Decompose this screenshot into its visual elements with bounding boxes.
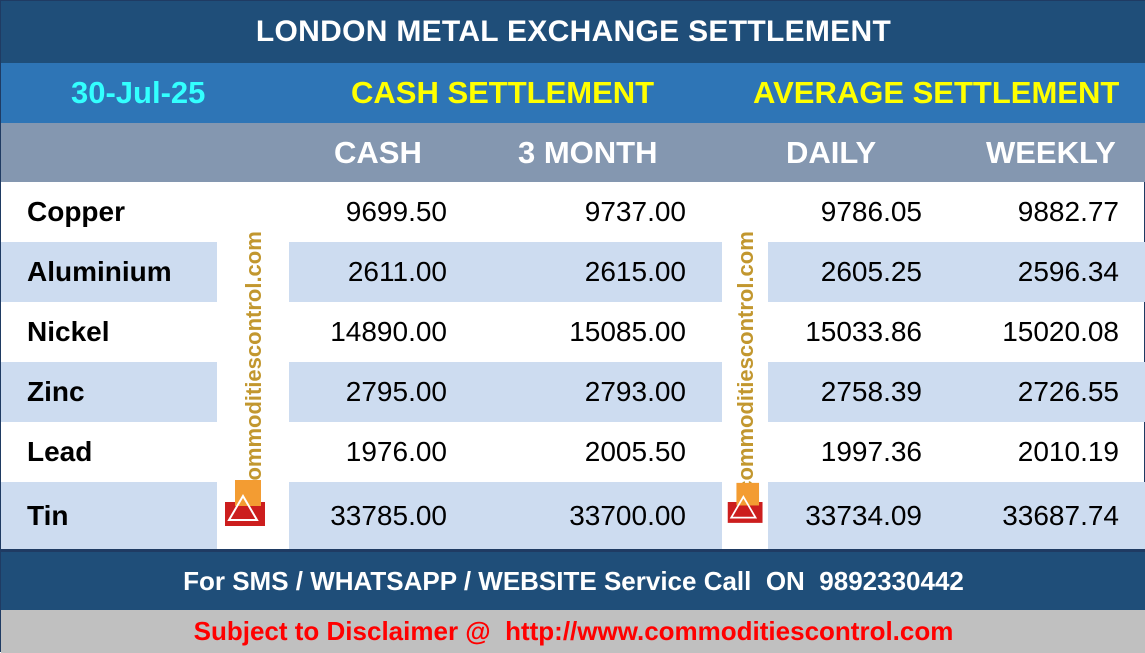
- daily-value: 15033.86: [805, 316, 922, 347]
- page-title-text: LONDON METAL EXCHANGE SETTLEMENT: [255, 15, 892, 48]
- row-shade: [289, 482, 722, 550]
- cash-settlement-heading: CASH SETTLEMENT: [351, 75, 655, 110]
- row-shade: [1, 362, 217, 422]
- column-header-3-month: 3 MONTH: [518, 135, 658, 170]
- weekly-value: 9882.77: [1017, 196, 1119, 227]
- table-row-aluminium: Aluminium 2611.00 2615.00 2605.25 2596.3…: [1, 242, 1145, 302]
- daily-value: 1997.36: [820, 436, 922, 467]
- weekly-value: 2726.55: [1017, 376, 1119, 407]
- row-shade: [1, 242, 217, 302]
- cash-value: 2795.00: [345, 376, 447, 407]
- metal-name: Tin: [27, 500, 69, 531]
- service-banner: For SMS / WHATSAPP / WEBSITE Service Cal…: [1, 552, 1145, 610]
- column-header-daily: DAILY: [786, 135, 877, 170]
- service-text: For SMS / WHATSAPP / WEBSITE Service Cal…: [183, 565, 964, 596]
- table-divider: [1, 549, 1145, 552]
- watermark-text: commoditiescontrol.com: [241, 231, 266, 493]
- row-shade: [289, 362, 722, 422]
- three-month-value: 9737.00: [584, 196, 686, 227]
- commodities-logo-icon: [727, 482, 763, 523]
- metal-name: Lead: [27, 436, 93, 467]
- cash-value: 33785.00: [330, 500, 447, 531]
- three-month-value: 2005.50: [584, 436, 686, 467]
- weekly-value: 2010.19: [1017, 436, 1119, 467]
- weekly-value: 33687.74: [1002, 500, 1119, 531]
- row-shade: [768, 242, 1145, 302]
- disclaimer-link[interactable]: Subject to Disclaimer @ http://www.commo…: [193, 616, 954, 646]
- metal-name: Nickel: [27, 316, 110, 347]
- row-shade: [289, 242, 722, 302]
- column-header-weekly: WEEKLY: [986, 135, 1116, 170]
- metal-name: Copper: [27, 196, 125, 227]
- metal-name: Aluminium: [27, 256, 172, 287]
- table-row-zinc: Zinc 2795.00 2793.00 2758.39 2726.55: [1, 362, 1145, 422]
- daily-value: 9786.05: [820, 196, 922, 227]
- cash-value: 2611.00: [347, 256, 447, 287]
- three-month-value: 33700.00: [569, 500, 686, 531]
- disclaimer-banner: Subject to Disclaimer @ http://www.commo…: [1, 610, 1145, 653]
- cash-value: 14890.00: [330, 316, 447, 347]
- weekly-value: 2596.34: [1017, 256, 1119, 287]
- table-row-lead: Lead 1976.00 2005.50 1997.36 2010.19: [1, 422, 1145, 482]
- daily-value: 33734.09: [805, 500, 922, 531]
- watermark-column-right: commoditiescontrol.com: [724, 192, 768, 532]
- row-shade: [768, 362, 1145, 422]
- three-month-value: 2615.00: [584, 256, 686, 287]
- watermark-text: commoditiescontrol.com: [733, 231, 758, 493]
- table-row-tin: Tin 33785.00 33700.00 33734.09 33687.74: [1, 482, 1145, 550]
- settlement-date: 30-Jul-25: [71, 75, 206, 110]
- column-header-bar: CASH 3 MONTH DAILY WEEKLY: [1, 123, 1145, 182]
- row-shade: [768, 482, 1145, 550]
- metal-name: Zinc: [27, 376, 85, 407]
- cash-value: 9699.50: [345, 196, 447, 227]
- settlement-table: Copper 9699.50 9737.00 9786.05 9882.77 A…: [1, 182, 1145, 550]
- page-title: LONDON METAL EXCHANGE SETTLEMENT: [1, 1, 1145, 63]
- daily-value: 2758.39: [820, 376, 922, 407]
- average-settlement-heading: AVERAGE SETTLEMENT: [753, 75, 1120, 110]
- row-shade: [1, 482, 217, 550]
- commodities-logo-icon: [225, 480, 265, 526]
- weekly-value: 15020.08: [1002, 316, 1119, 347]
- table-row-copper: Copper 9699.50 9737.00 9786.05 9882.77: [1, 182, 1145, 242]
- daily-value: 2605.25: [820, 256, 922, 287]
- table-row-nickel: Nickel 14890.00 15085.00 15033.86 15020.…: [1, 302, 1145, 362]
- section-header-bar: 30-Jul-25 CASH SETTLEMENT AVERAGE SETTLE…: [1, 63, 1145, 123]
- cash-value: 1976.00: [345, 436, 447, 467]
- column-header-cash: CASH: [334, 135, 422, 170]
- watermark-column-left: commoditiescontrol.com: [219, 192, 289, 532]
- three-month-value: 2793.00: [584, 376, 686, 407]
- three-month-value: 15085.00: [569, 316, 686, 347]
